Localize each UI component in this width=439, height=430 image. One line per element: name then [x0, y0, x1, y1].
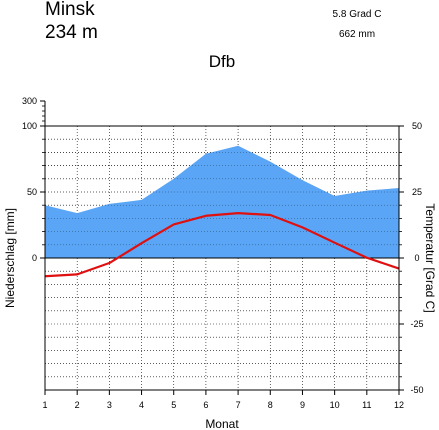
- precipitation-area: [45, 145, 399, 258]
- x-axis-label: Monat: [205, 417, 239, 430]
- left-axis-tick-label: 0: [32, 253, 37, 263]
- left-axis-tick-label: 50: [27, 187, 37, 197]
- mean-temperature: 5.8 Grad C: [333, 9, 382, 20]
- temperature-line: [44, 212, 400, 278]
- climate-classification: Dfb: [209, 52, 235, 71]
- right-axis-tick-label: -50: [410, 385, 423, 395]
- x-tick-label: 8: [268, 400, 273, 410]
- annual-precipitation: 662 mm: [339, 29, 375, 40]
- right-axis-tick-label: -25: [410, 319, 423, 329]
- x-tick-label: 9: [300, 400, 305, 410]
- x-tick-label: 7: [236, 400, 241, 410]
- left-axis-label: Niederschlag [mm]: [3, 208, 17, 308]
- station-name: Minsk: [45, 0, 95, 20]
- x-tick-label: 5: [171, 400, 176, 410]
- right-axis-tick-label: 50: [412, 121, 422, 131]
- x-tick-label: 1: [42, 400, 47, 410]
- x-tick-label: 11: [362, 400, 371, 410]
- left-axis-tick-label: 300: [22, 96, 37, 106]
- x-tick-label: 2: [75, 400, 80, 410]
- x-tick-label: 12: [394, 400, 404, 410]
- x-tick-label: 4: [139, 400, 144, 410]
- station-elevation: 234 m: [45, 22, 98, 43]
- right-axis-tick-label: 0: [414, 253, 419, 263]
- x-tick-label: 10: [330, 400, 340, 410]
- x-tick-label: 6: [203, 400, 208, 410]
- right-axis-tick-label: 25: [412, 187, 422, 197]
- x-tick-label: 3: [107, 400, 112, 410]
- right-axis-label: Temperatur [Grad C]: [423, 203, 437, 312]
- left-axis-tick-label: 100: [22, 121, 37, 131]
